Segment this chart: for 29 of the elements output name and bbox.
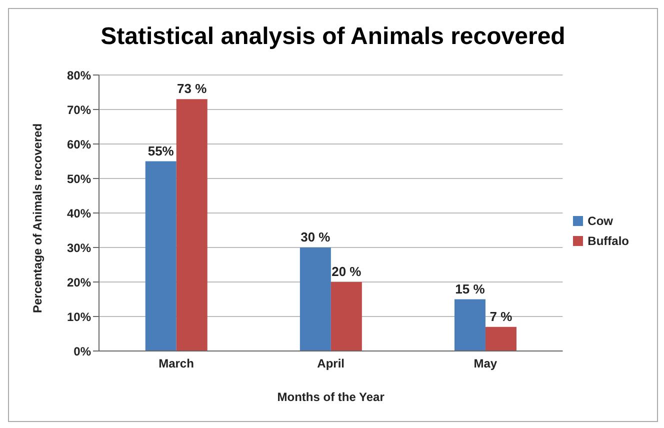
x-axis-title: Months of the Year [277, 390, 385, 404]
legend-label: Cow [588, 214, 614, 228]
data-label: 7 % [490, 308, 513, 324]
data-label: 15 % [455, 281, 486, 296]
data-label: 30 % [300, 230, 331, 244]
y-tick-label: 60% [66, 137, 92, 152]
y-tick-label: 50% [66, 172, 92, 186]
data-label: 20 % [332, 264, 362, 279]
chart-title: Statistical analysis of Animals recovered [100, 23, 566, 51]
y-tick-label: 80% [66, 68, 92, 82]
data-label: 73 % [177, 81, 208, 96]
bar [330, 282, 362, 351]
x-tick-label: April [317, 356, 345, 371]
x-tick-label: March [158, 356, 194, 371]
y-tick-label: 70% [66, 102, 92, 117]
legend-label: Buffalo [588, 234, 629, 248]
y-tick-label: 0% [74, 344, 92, 358]
data-label: 55% [148, 143, 174, 158]
bar [485, 326, 516, 351]
y-tick-label: 30% [66, 240, 92, 255]
bar [176, 99, 208, 351]
bar [454, 299, 486, 351]
y-tick-label: 10% [66, 310, 92, 324]
y-axis-title: Percentage of Animals recovered [30, 123, 44, 313]
bar [145, 161, 176, 351]
y-tick-label: 40% [66, 206, 92, 220]
x-tick-label: May [474, 356, 498, 371]
y-tick-label: 20% [66, 275, 92, 290]
bar [300, 248, 331, 351]
